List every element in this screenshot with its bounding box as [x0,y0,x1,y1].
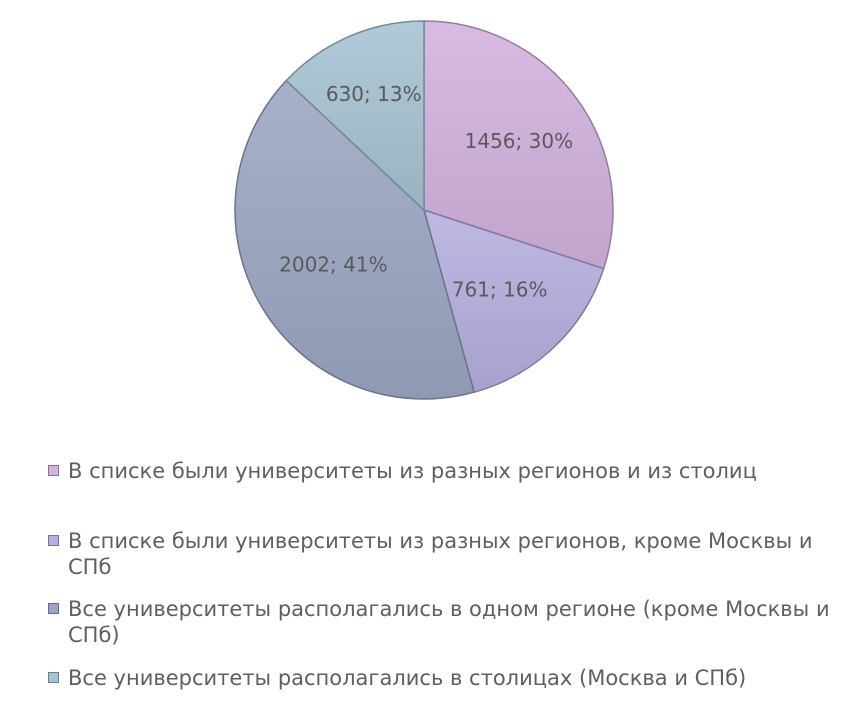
slice-data-label-3: 630; 13% [326,82,422,106]
legend-swatch [48,535,59,546]
legend-item-capitals-only: Все университеты располагались в столица… [46,665,836,691]
legend-swatch [48,603,59,614]
legend-label: Все университеты располагались в одном р… [68,597,830,647]
pie-slice-2 [234,79,476,400]
slice-data-label-0: 1456; 30% [465,129,573,153]
legend: В списке были университеты из разных рег… [46,458,836,691]
legend-item-regions-without-capitals: В списке были университеты из разных рег… [46,528,836,580]
pie-slice-0 [423,20,614,270]
slice-data-label-2: 2002; 41% [279,253,387,277]
legend-label: Все университеты располагались в столица… [68,666,747,690]
slice-data-label-1: 761; 16% [452,277,548,301]
pie-slice-1 [422,208,605,394]
legend-item-single-region: Все университеты располагались в одном р… [46,596,836,648]
legend-swatch [48,465,59,476]
pie-chart: 1456; 30% 761; 16% 2002; 41% 630; 13% [234,20,614,400]
legend-swatch [48,672,59,683]
legend-item-mixed-regions-and-capitals: В списке были университеты из разных рег… [46,458,836,484]
pie-slice-3 [285,20,425,212]
legend-label: В списке были университеты из разных рег… [68,529,813,579]
legend-label: В списке были университеты из разных рег… [68,459,757,483]
